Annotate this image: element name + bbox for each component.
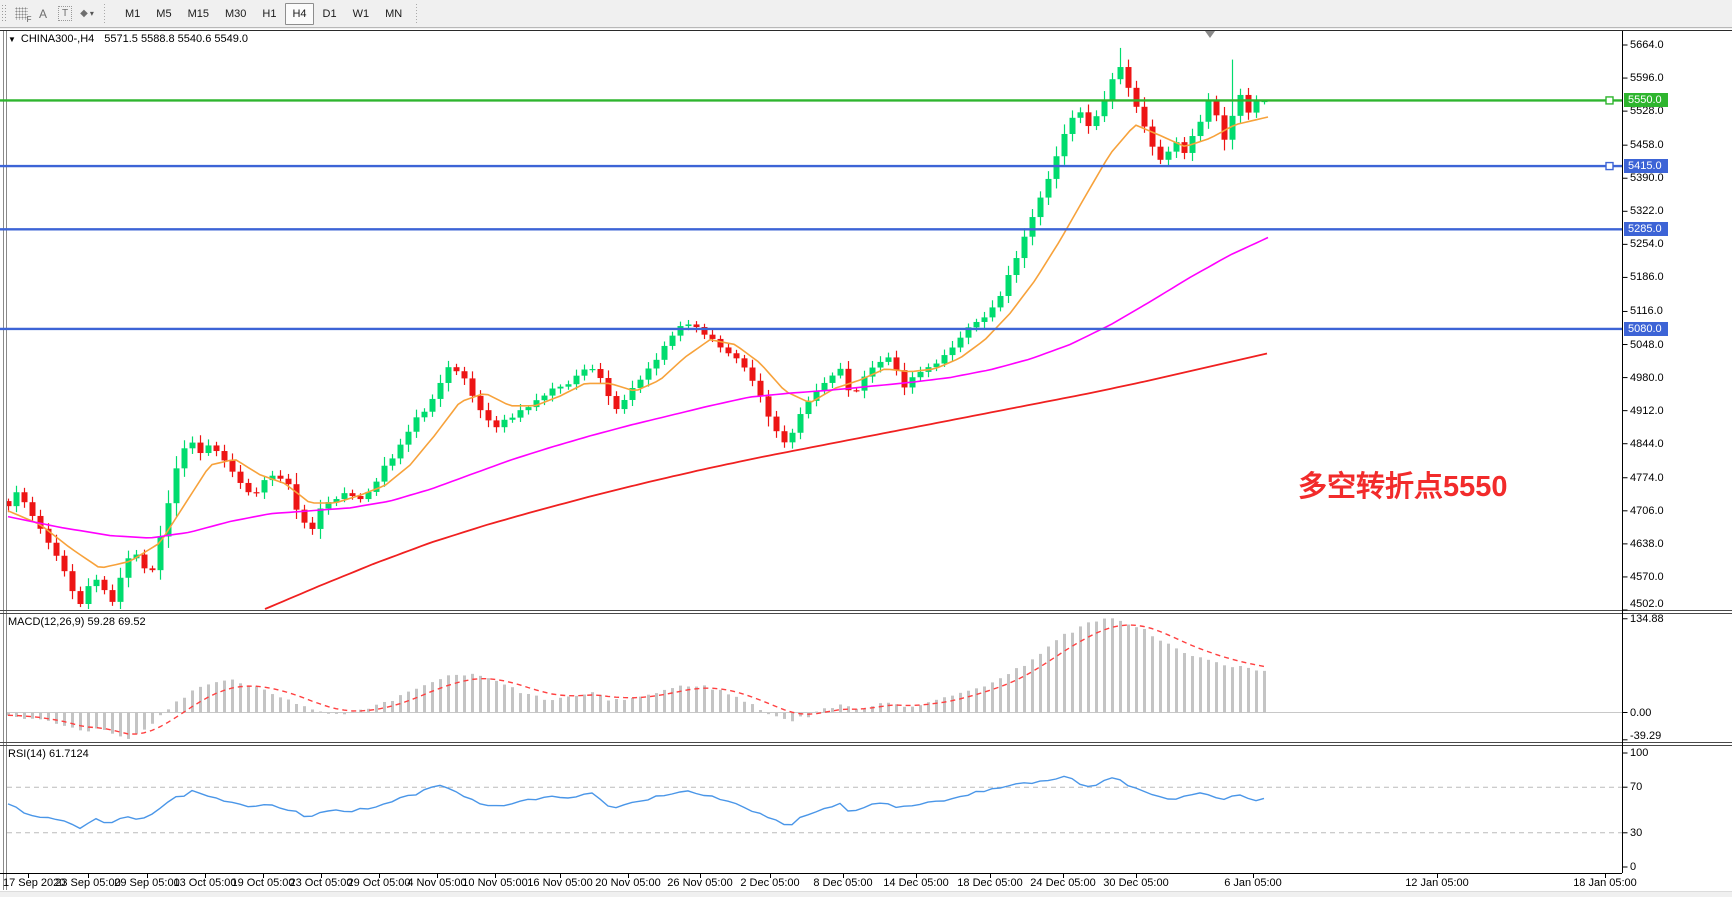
toolbar-separator-2 <box>414 3 420 24</box>
shift-marker[interactable] <box>1205 31 1215 38</box>
timeframe-toolbar: M1 M5 M15 M30 H1 H4 D1 W1 MN <box>117 2 410 25</box>
tf-button-MN[interactable]: MN <box>385 7 403 20</box>
tf-button-D1[interactable]: D1 <box>322 7 337 20</box>
label-a-icon[interactable]: A <box>38 6 47 21</box>
template-grid-icon[interactable]: F <box>10 4 32 24</box>
textbox-icon[interactable]: T <box>54 4 76 24</box>
tf-button-M5[interactable]: M5 <box>156 7 172 20</box>
bottom-strip <box>0 891 1732 897</box>
tf-button-M30[interactable]: M30 <box>224 7 247 20</box>
tf-button-M1[interactable]: M1 <box>125 7 141 20</box>
ma-fast-orange-line <box>7 116 1269 569</box>
tool-dropdown-caret[interactable]: ▾ <box>89 9 94 18</box>
candles <box>7 47 1268 610</box>
draw-tool-icon[interactable]: ◆ ▾ <box>80 8 94 19</box>
tf-button-W1[interactable]: W1 <box>352 7 370 20</box>
toolbar: F A T ◆ ▾ M1 M5 M15 M30 H1 H4 D1 W1 MN <box>0 0 1732 28</box>
toolbar-separator <box>102 3 107 24</box>
rsi-line <box>7 775 1265 830</box>
grid-glyph: F <box>14 7 32 24</box>
tf-button-H1[interactable]: H1 <box>262 7 277 20</box>
ma-mid-magenta-line <box>7 236 1269 539</box>
chart-window[interactable] <box>0 29 1732 891</box>
rsi-pane[interactable] <box>7 775 1622 834</box>
tf-button-H4[interactable]: H4 <box>285 2 314 25</box>
hline-handle[interactable] <box>1605 96 1614 105</box>
hline-handle[interactable] <box>1605 161 1614 171</box>
tf-button-M15[interactable]: M15 <box>187 7 209 20</box>
toolbar-grip[interactable] <box>2 4 7 23</box>
main-price-pane[interactable] <box>6 47 1269 610</box>
ma-slow-red-line <box>264 352 1268 610</box>
macd-pane[interactable] <box>7 618 1622 739</box>
macd-signal-line <box>7 624 1265 735</box>
